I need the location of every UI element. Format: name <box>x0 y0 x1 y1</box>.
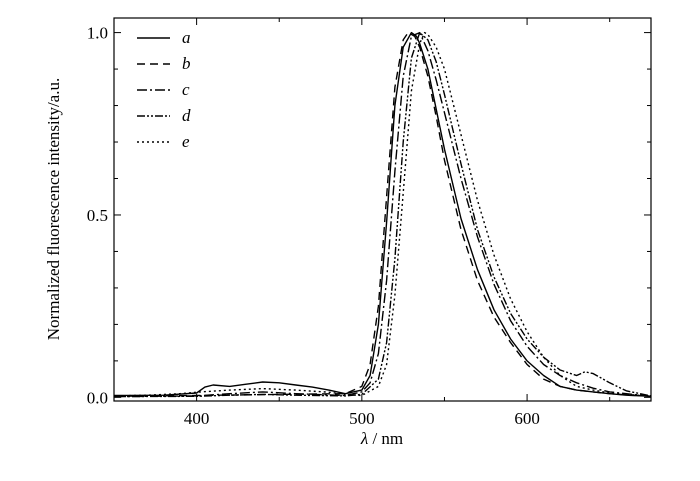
x-tick-label: 400 <box>184 409 210 428</box>
series-line-c <box>113 31 652 398</box>
legend-label-c: c <box>182 80 190 99</box>
legend-label-e: e <box>182 132 190 151</box>
legend-label-a: a <box>182 28 191 47</box>
y-tick-label: 0.5 <box>87 206 108 225</box>
legend-label-d: d <box>182 106 191 125</box>
series-line-d <box>113 31 652 398</box>
series-line-a <box>113 31 652 397</box>
series-line-e <box>113 31 652 397</box>
tick-labels: 400 500 600 0.0 0.5 1.0 <box>87 24 540 428</box>
y-tick-label: 0.0 <box>87 388 108 407</box>
series-group <box>113 31 652 398</box>
series-line-b <box>113 31 652 397</box>
x-tick-label: 500 <box>349 409 375 428</box>
x-axis-label: λ / nm <box>360 429 403 448</box>
x-axis-unit: / nm <box>372 429 403 448</box>
y-axis-label: Normalized fluorescence intensity/a.u. <box>44 78 63 340</box>
x-tick-label: 600 <box>514 409 540 428</box>
x-axis-symbol: λ <box>360 429 368 448</box>
tick-marks <box>113 18 651 401</box>
legend-label-b: b <box>182 54 191 73</box>
plot-frame <box>113 17 652 402</box>
y-tick-label: 1.0 <box>87 24 108 43</box>
